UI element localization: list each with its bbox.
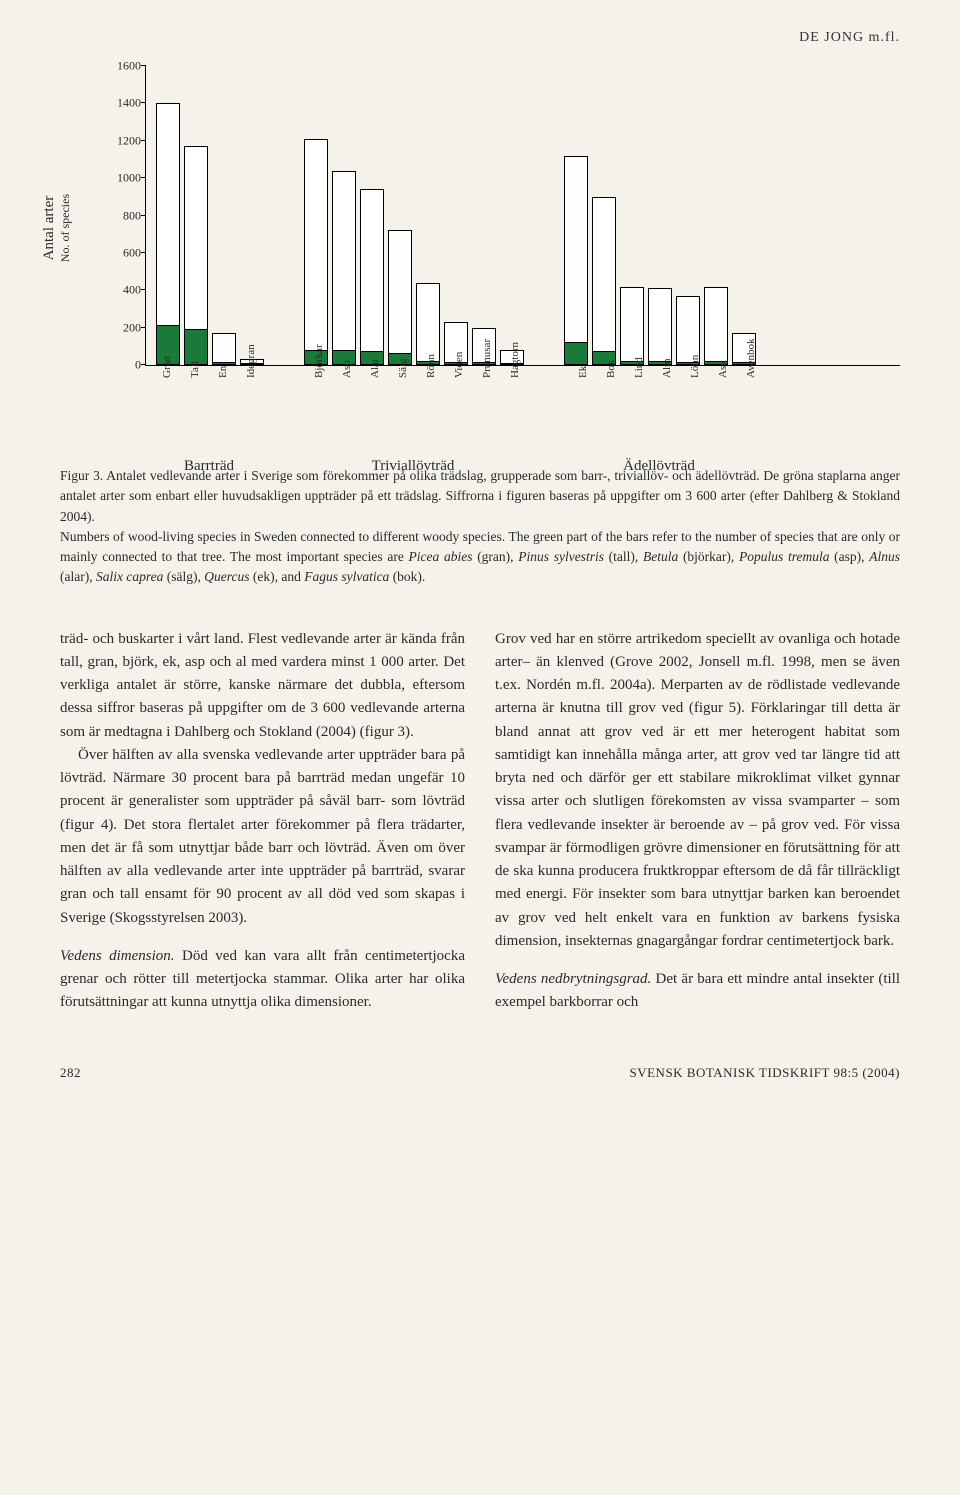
lead-italic: Vedens nedbrytningsgrad. — [495, 971, 651, 987]
y-tick-label: 1400 — [101, 96, 141, 111]
body-columns: träd- och buskarter i vårt land. Flest v… — [60, 628, 900, 1015]
page-footer: 282 SVENSK BOTANISK TIDSKRIFT 98:5 (2004… — [60, 1065, 900, 1081]
y-tick-label: 400 — [101, 283, 141, 298]
group-label: Barrträd — [155, 458, 263, 475]
y-tick-label: 600 — [101, 245, 141, 260]
bar — [156, 103, 180, 365]
y-axis-label-main: Antal arter — [41, 196, 57, 261]
bar — [416, 283, 440, 365]
journal-ref: SVENSK BOTANISK TIDSKRIFT 98:5 (2004) — [630, 1065, 901, 1081]
y-tick-label: 200 — [101, 320, 141, 335]
body-para: träd- och buskarter i vårt land. Flest v… — [60, 628, 465, 744]
bar — [564, 156, 588, 365]
caption-title: Figur 3. — [60, 468, 103, 483]
left-column: träd- och buskarter i vårt land. Flest v… — [60, 628, 465, 1015]
x-axis-labels: GranTallEnIdegranBjörkarAspAlarSälgRönnV… — [145, 366, 900, 426]
body-para-lead: Vedens dimension. Död ved kan vara allt … — [60, 945, 465, 1015]
group-label: Triviallövträd — [303, 458, 523, 475]
y-axis-label: Antal arter No. of species — [40, 194, 72, 262]
figure-caption: Figur 3. Antalet vedlevande arter i Sver… — [60, 466, 900, 588]
page-number: 282 — [60, 1065, 81, 1081]
y-tick-label: 800 — [101, 208, 141, 223]
bar — [592, 197, 616, 365]
bar — [332, 171, 356, 365]
figure-3-chart: Antal arter No. of species 0200400600800… — [60, 66, 900, 426]
y-tick-label: 1200 — [101, 133, 141, 148]
right-column: Grov ved har en större artrikedom specie… — [495, 628, 900, 1015]
group-label: Ädellövträd — [563, 458, 755, 475]
lead-italic: Vedens dimension. — [60, 948, 175, 964]
caption-swedish: Antalet vedlevande arter i Sverige som f… — [60, 468, 900, 524]
y-tick-label: 1600 — [101, 59, 141, 74]
body-para: Grov ved har en större artrikedom specie… — [495, 628, 900, 954]
body-para: Över hälften av alla svenska vedlevande … — [60, 744, 465, 930]
x-tick-label: Avenbok — [745, 354, 805, 378]
bar — [360, 189, 384, 365]
body-para-lead: Vedens nedbrytningsgrad. Det är bara ett… — [495, 968, 900, 1015]
y-tick-label: 1000 — [101, 171, 141, 186]
running-head: DE JONG m.fl. — [60, 30, 900, 46]
x-tick-label: Idegran — [245, 354, 305, 378]
x-tick-label: Hagtorn — [509, 354, 569, 378]
bar — [304, 139, 328, 365]
y-axis-label-sub: No. of species — [58, 194, 72, 262]
bar — [184, 146, 208, 365]
y-tick-label: 0 — [101, 358, 141, 373]
bar — [388, 230, 412, 365]
plot-area: 02004006008001000120014001600 — [145, 66, 900, 366]
caption-english: Numbers of wood-living species in Sweden… — [60, 529, 900, 585]
